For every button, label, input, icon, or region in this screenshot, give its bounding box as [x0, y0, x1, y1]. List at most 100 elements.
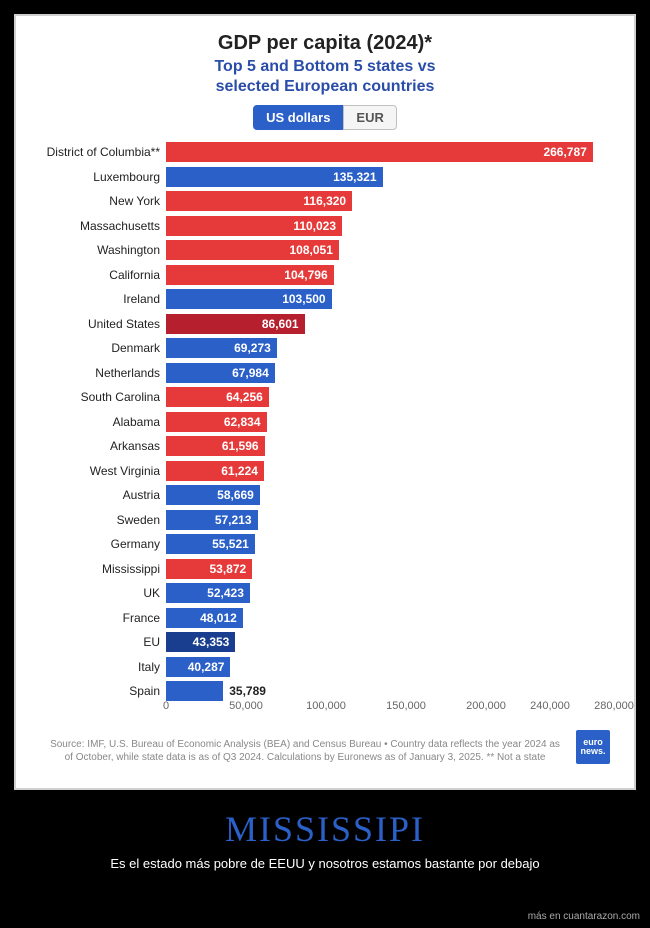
x-axis-tick: 150,000 [386, 700, 426, 712]
x-axis-tick: 240,000 [530, 700, 570, 712]
bar-label: Germany [36, 537, 166, 551]
bar-value: 52,423 [207, 586, 244, 600]
bar-row: South Carolina64,256 [36, 385, 614, 410]
bar-label-highlight: Mississippi [102, 562, 160, 576]
bar-row: Netherlands 67,984 [36, 361, 614, 386]
meme-subtitle: Es el estado más pobre de EEUU y nosotro… [0, 856, 650, 871]
bar-track: 103,500 [166, 289, 614, 309]
bar-track: 116,320 [166, 191, 614, 211]
bar-row: Massachusetts110,023 [36, 214, 614, 239]
logo-line2: news. [580, 747, 605, 756]
euronews-logo-icon: euro news. [576, 730, 610, 764]
chart-subtitle-line1: Top 5 and Bottom 5 states vs [214, 58, 435, 75]
bar-track: 69,273 [166, 338, 614, 358]
bar-row: Denmark 69,273 [36, 336, 614, 361]
bar-label: Spain [36, 684, 166, 698]
bar-track: 55,521 [166, 534, 614, 554]
bar-row: Italy 40,287 [36, 655, 614, 680]
bar-fill: 266,787 [166, 142, 593, 162]
bar-value: 48,012 [200, 611, 237, 625]
bar-label: Massachusetts [36, 219, 166, 233]
bar-value: 67,984 [232, 366, 269, 380]
x-axis-tick: 0 [163, 700, 169, 712]
bar-label: New York [36, 194, 166, 208]
chart-outer-frame: GDP per capita (2024)* Top 5 and Bottom … [14, 14, 636, 790]
bar-fill: 57,213 [166, 510, 258, 530]
chart-subtitle: Top 5 and Bottom 5 states vs selected Eu… [26, 57, 624, 97]
bar-row: New York116,320 [36, 189, 614, 214]
bar-track: 86,601 [166, 314, 614, 334]
bar-row: California 104,796 [36, 263, 614, 288]
bar-track: 57,213 [166, 510, 614, 530]
bar-fill: 104,796 [166, 265, 334, 285]
bar-fill: 55,521 [166, 534, 255, 554]
bar-track: 108,051 [166, 240, 614, 260]
bar-track: 64,256 [166, 387, 614, 407]
bar-label: District of Columbia** [36, 145, 166, 159]
bar-value: 61,596 [222, 439, 259, 453]
bar-track: 67,984 [166, 363, 614, 383]
currency-tab-usd[interactable]: US dollars [253, 105, 343, 130]
bar-fill: 61,596 [166, 436, 265, 456]
bar-fill: 86,601 [166, 314, 305, 334]
x-axis-tick: 280,000 [594, 700, 634, 712]
bar-value: 35,789 [229, 684, 266, 698]
bar-track: 135,321 [166, 167, 614, 187]
bar-track: 266,787 [166, 142, 614, 162]
bar-label: Ireland [36, 292, 166, 306]
bar-label: California [36, 268, 166, 282]
bar-track: 62,834 [166, 412, 614, 432]
x-axis-tick: 200,000 [466, 700, 506, 712]
bar-fill: 35,789 [166, 681, 223, 701]
bar-row: France 48,012 [36, 606, 614, 631]
bar-value: 53,872 [209, 562, 246, 576]
bar-value: 108,051 [289, 243, 332, 257]
bar-track: 58,669 [166, 485, 614, 505]
bar-row: Alabama 62,834 [36, 410, 614, 435]
bar-row: EU43,353 [36, 630, 614, 655]
bar-track: 40,287 [166, 657, 614, 677]
meme-footer: más en cuantarazon.com [528, 911, 640, 922]
bar-track: 43,353 [166, 632, 614, 652]
bar-value: 135,321 [333, 170, 376, 184]
x-axis-tick: 50,000 [229, 700, 263, 712]
bar-value: 86,601 [262, 317, 299, 331]
bar-label-highlight: UK [143, 586, 160, 600]
bar-row: Germany 55,521 [36, 532, 614, 557]
bar-row: Luxembourg 135,321 [36, 165, 614, 190]
bar-label: Netherlands [36, 366, 166, 380]
bar-row: Sweden57,213 [36, 508, 614, 533]
bar-value: 104,796 [284, 268, 327, 282]
bar-value: 69,273 [234, 341, 271, 355]
bar-track: 52,423 [166, 583, 614, 603]
bar-value: 40,287 [188, 660, 225, 674]
currency-tabs: US dollars EUR [26, 105, 624, 130]
bar-value: 55,521 [212, 537, 249, 551]
bar-label: France [36, 611, 166, 625]
bar-row: Arkansas 61,596 [36, 434, 614, 459]
bar-value: 64,256 [226, 390, 263, 404]
bar-track: 61,596 [166, 436, 614, 456]
bar-label: Alabama [36, 415, 166, 429]
bar-fill: 67,984 [166, 363, 275, 383]
bar-value: 103,500 [282, 292, 325, 306]
bar-label: Luxembourg [36, 170, 166, 184]
bar-label: Denmark [36, 341, 166, 355]
bar-row: UK 52,423 [36, 581, 614, 606]
bar-fill: 61,224 [166, 461, 264, 481]
bar-value: 62,834 [224, 415, 261, 429]
bar-fill: 43,353 [166, 632, 235, 652]
bar-fill: 58,669 [166, 485, 260, 505]
bar-label: Arkansas [36, 439, 166, 453]
bar-fill: 116,320 [166, 191, 352, 211]
bar-fill: 48,012 [166, 608, 243, 628]
bar-label: West Virginia [36, 464, 166, 478]
bar-fill: 40,287 [166, 657, 230, 677]
bar-label: Italy [36, 660, 166, 674]
bars-region: District of Columbia**266,787Luxembourg1… [36, 140, 614, 698]
bar-fill: 135,321 [166, 167, 383, 187]
currency-tab-eur[interactable]: EUR [343, 105, 396, 130]
bar-row: Mississippi 53,872 [36, 557, 614, 582]
bar-label: UK [36, 586, 166, 600]
bar-fill: 64,256 [166, 387, 269, 407]
